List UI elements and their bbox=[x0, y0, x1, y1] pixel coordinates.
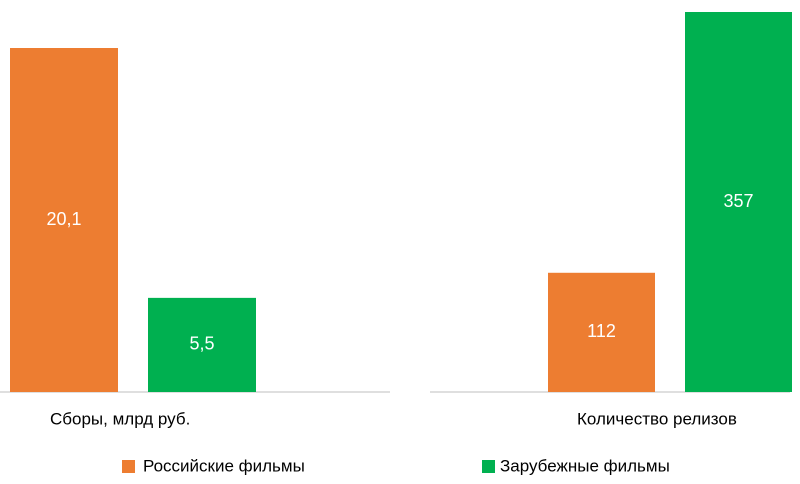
legend-swatch bbox=[122, 460, 135, 473]
bar bbox=[10, 48, 118, 392]
legend-label: Зарубежные фильмы bbox=[500, 456, 670, 475]
data-label: 5,5 bbox=[189, 334, 214, 354]
bar bbox=[548, 272, 655, 392]
bar bbox=[148, 297, 256, 392]
category-label: Количество релизов bbox=[577, 409, 737, 428]
data-label: 112 bbox=[587, 321, 616, 341]
data-label: 20,1 bbox=[46, 209, 81, 229]
category-label: Сборы, млрд руб. bbox=[50, 409, 190, 428]
data-label: 357 bbox=[723, 191, 753, 211]
bar bbox=[685, 12, 792, 392]
legend-swatch bbox=[482, 460, 495, 473]
legend-label: Российские фильмы bbox=[143, 456, 305, 475]
